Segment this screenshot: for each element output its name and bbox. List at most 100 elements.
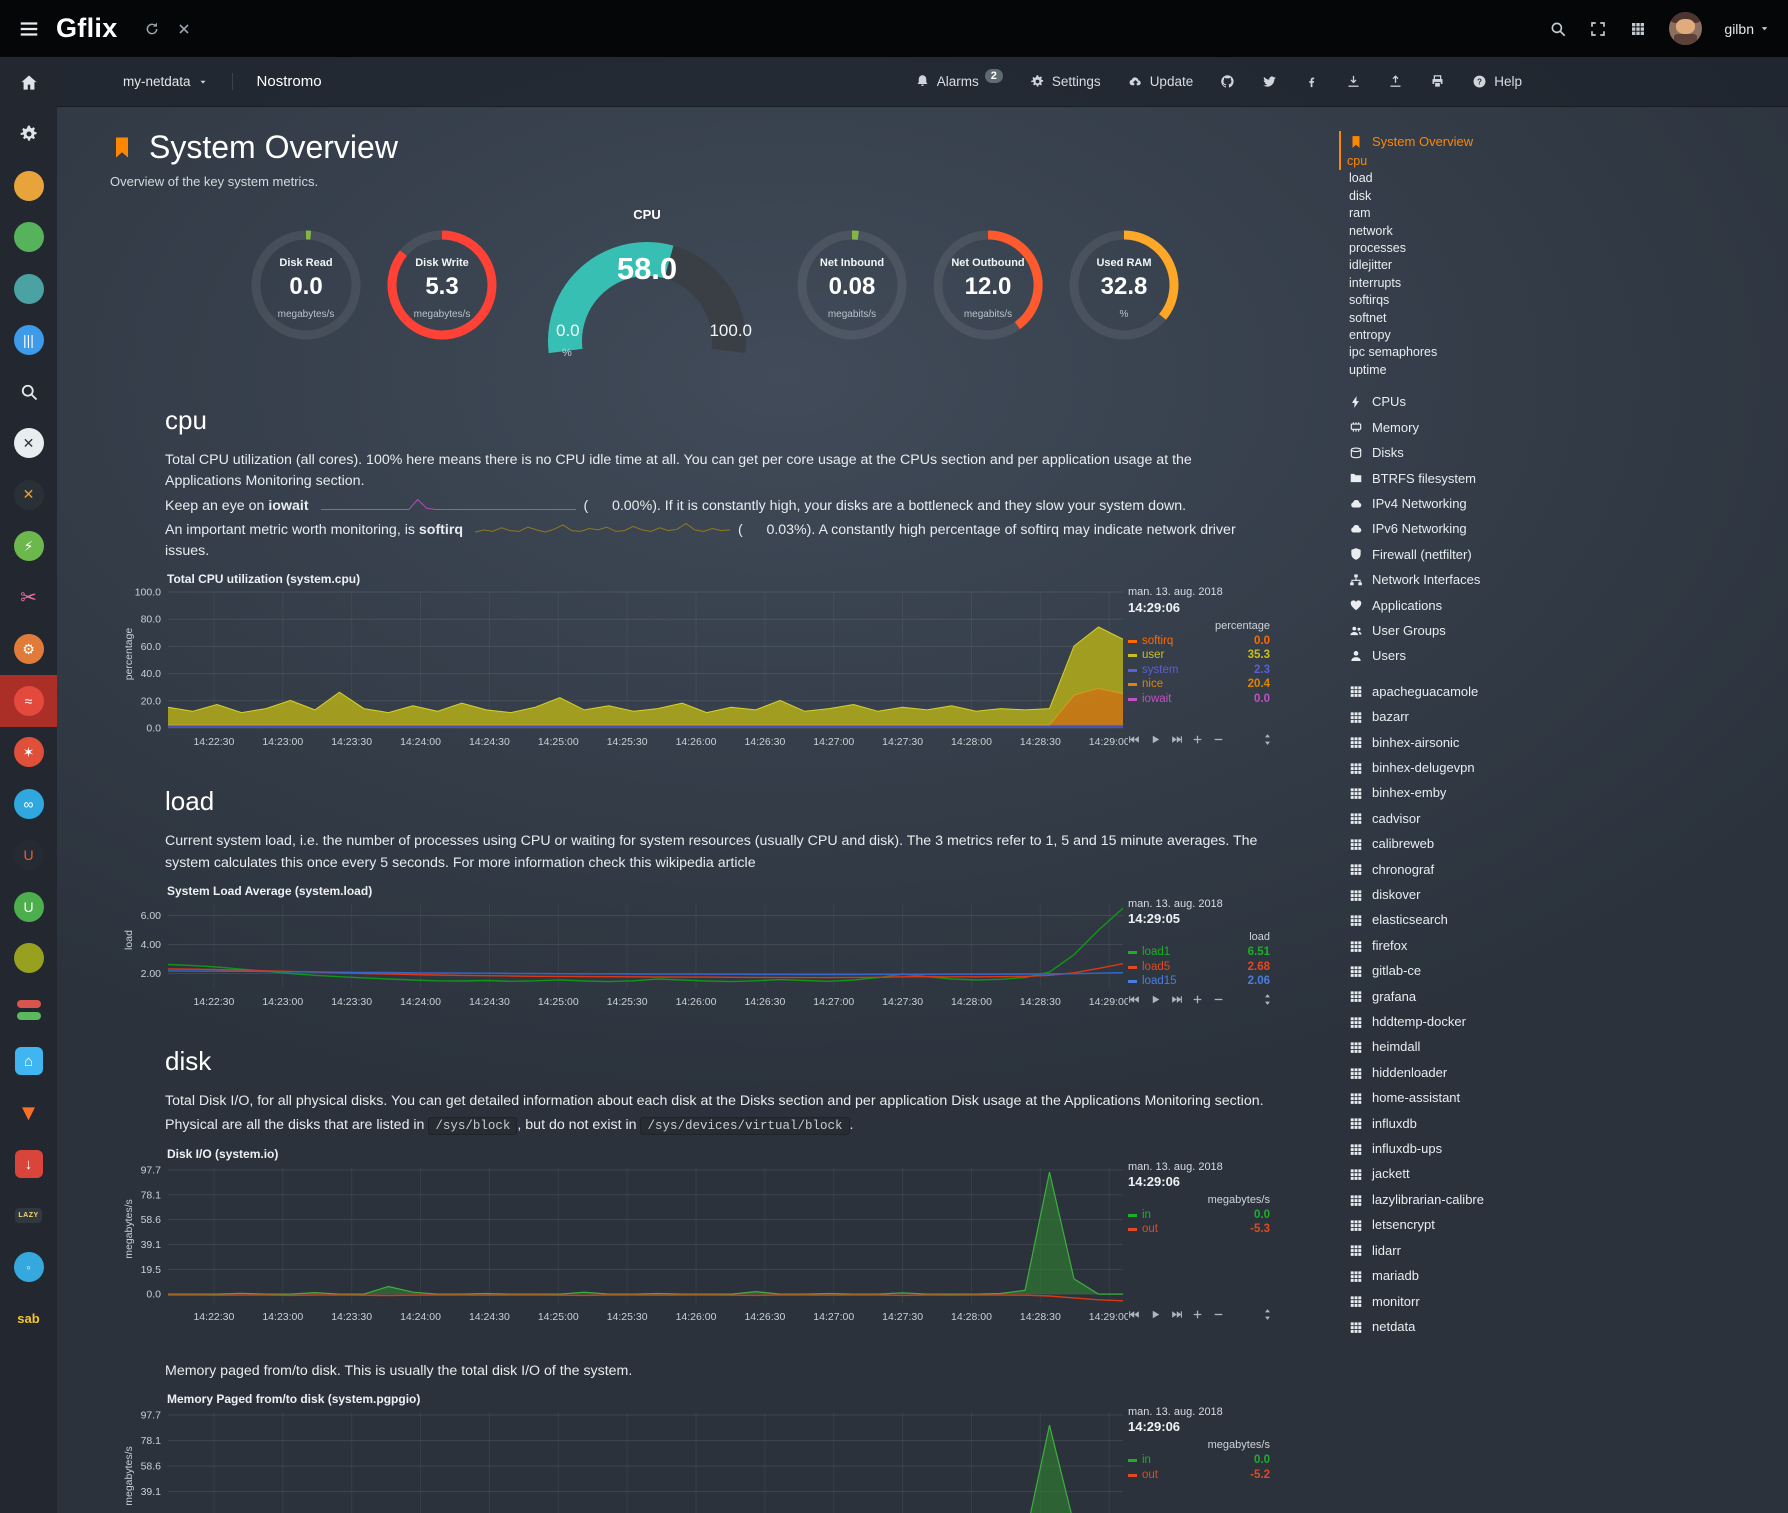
toc-section-users[interactable]: Users (1339, 643, 1788, 668)
sidebar-app-app-orange-gear[interactable]: ⚙ (0, 624, 57, 676)
toc-app-heimdall[interactable]: heimdall (1339, 1034, 1788, 1059)
toc-sub-uptime[interactable]: uptime (1349, 362, 1387, 377)
toc-app-elasticsearch[interactable]: elasticsearch (1339, 907, 1788, 932)
toc-app-influxdb-ups[interactable]: influxdb-ups (1339, 1136, 1788, 1161)
help-button[interactable]: ? Help (1472, 74, 1522, 89)
sidebar-app-app-teal-jar[interactable] (0, 263, 57, 315)
chart-zoom-in-button[interactable] (1191, 733, 1204, 746)
toc-sub-softirqs[interactable]: softirqs (1349, 293, 1390, 308)
chart-zoom-out-button[interactable] (1212, 993, 1225, 1006)
toc-section-btrfs-filesystem[interactable]: BTRFS filesystem (1339, 466, 1788, 491)
fullscreen-icon[interactable] (1589, 20, 1607, 38)
toc-app-gitlab-ce[interactable]: gitlab-ce (1339, 958, 1788, 983)
toc-app-hiddenloader[interactable]: hiddenloader (1339, 1060, 1788, 1085)
sidebar-app-app-lazylibrarian[interactable]: LAZY (0, 1190, 57, 1242)
print-button[interactable] (1430, 74, 1445, 89)
toc-sub-load[interactable]: load (1349, 171, 1373, 186)
sidebar-app-app-pills[interactable] (0, 984, 57, 1036)
memory-paged-chart[interactable]: Memory Paged from/to disk (system.pgpgio… (123, 1392, 1315, 1513)
toc-app-bazarr[interactable]: bazarr (1339, 704, 1788, 729)
toc-app-binhex-delugevpn[interactable]: binhex-delugevpn (1339, 755, 1788, 780)
toc-app-grafana[interactable]: grafana (1339, 984, 1788, 1009)
toc-sub-ipc-semaphores[interactable]: ipc semaphores (1349, 345, 1438, 360)
toc-section-firewall-netfilter-[interactable]: Firewall (netfilter) (1339, 542, 1788, 567)
chart-resize-handle[interactable] (1261, 1308, 1274, 1321)
user-menu[interactable]: gilbn (1724, 21, 1770, 37)
load-chart[interactable]: System Load Average (system.load) load 2.0… (123, 884, 1315, 1016)
sidebar-app-app-blue-drop[interactable]: ◦ (0, 1242, 57, 1294)
toc-app-diskover[interactable]: diskover (1339, 882, 1788, 907)
sidebar-app-app-green-bolt[interactable]: ⚡ (0, 521, 57, 573)
chart-resize-handle[interactable] (1261, 733, 1274, 746)
chart-zoom-out-button[interactable] (1212, 1308, 1225, 1321)
sidebar-app-app-orange[interactable] (0, 160, 57, 212)
toc-app-lazylibrarian-calibre[interactable]: lazylibrarian-calibre (1339, 1187, 1788, 1212)
legend-row-out[interactable]: out -5.2 (1128, 1468, 1270, 1483)
export-button[interactable] (1388, 74, 1403, 89)
import-button[interactable] (1346, 74, 1361, 89)
chart-play-button[interactable] (1149, 733, 1162, 746)
chart-plot[interactable]: 2.00 4.00 6.00 14:22:30 14:23:00 14:23:30 14:2… (108, 900, 1128, 1010)
sidebar-app-app-unraid[interactable]: U (0, 830, 57, 882)
search-icon[interactable] (1549, 20, 1567, 38)
update-button[interactable]: Update (1128, 74, 1193, 89)
github-link[interactable] (1220, 74, 1235, 89)
chart-pan-forward-button[interactable] (1170, 1308, 1183, 1321)
toc-app-hddtemp-docker[interactable]: hddtemp-docker (1339, 1009, 1788, 1034)
toc-section-memory[interactable]: Memory (1339, 415, 1788, 440)
chart-play-button[interactable] (1149, 993, 1162, 1006)
close-icon[interactable] (176, 21, 192, 37)
sidebar-app-app-blue-sync[interactable]: ∞ (0, 778, 57, 830)
toc-app-calibreweb[interactable]: calibreweb (1339, 831, 1788, 856)
sidebar-app-app-scissors[interactable]: ✂ (0, 572, 57, 624)
toc-section-ipv6-networking[interactable]: IPv6 Networking (1339, 516, 1788, 541)
sidebar-app-settings[interactable] (0, 109, 57, 161)
chart-pan-forward-button[interactable] (1170, 733, 1183, 746)
sidebar-app-app-red-arrow[interactable]: ↓ (0, 1139, 57, 1191)
sidebar-app-app-blue-audio[interactable]: ||| (0, 315, 57, 367)
toc-section-ipv4-networking[interactable]: IPv4 Networking (1339, 491, 1788, 516)
toc-app-chronograf[interactable]: chronograf (1339, 857, 1788, 882)
sidebar-app-app-gitlab[interactable]: ▼ (0, 1087, 57, 1139)
chart-plot[interactable]: 0.0 20.0 40.0 60.0 80.0 100.0 14:22:30 14:23:00… (108, 588, 1128, 750)
sidebar-app-app-home-assistant[interactable]: ⌂ (0, 1036, 57, 1088)
legend-row-load5[interactable]: load5 2.68 (1128, 960, 1270, 975)
toc-sub-softnet[interactable]: softnet (1349, 310, 1387, 325)
legend-row-system[interactable]: system 2.3 (1128, 663, 1270, 678)
disk-io-chart[interactable]: Disk I/O (system.io) megabytes/s 0.0 19.5 39… (123, 1147, 1315, 1331)
chart-play-button[interactable] (1149, 1308, 1162, 1321)
legend-row-user[interactable]: user 35.3 (1128, 648, 1270, 663)
chart-zoom-in-button[interactable] (1191, 993, 1204, 1006)
cpu-chart[interactable]: Total CPU utilization (system.cpu) percen… (123, 572, 1315, 756)
toc-app-influxdb[interactable]: influxdb (1339, 1111, 1788, 1136)
toc-app-cadvisor[interactable]: cadvisor (1339, 806, 1788, 831)
toc-app-jackett[interactable]: jackett (1339, 1161, 1788, 1186)
avatar[interactable] (1669, 12, 1703, 45)
chart-zoom-in-button[interactable] (1191, 1308, 1204, 1321)
sidebar-app-app-sabnzbd[interactable]: sab (0, 1293, 57, 1345)
toc-app-monitorr[interactable]: monitorr (1339, 1289, 1788, 1314)
legend-row-nice[interactable]: nice 20.4 (1128, 677, 1270, 692)
refresh-icon[interactable] (144, 21, 160, 37)
legend-row-softirq[interactable]: softirq 0.0 (1128, 634, 1270, 649)
server-dropdown[interactable]: my-netdata (123, 74, 208, 89)
toc-section-disks[interactable]: Disks (1339, 440, 1788, 465)
toc-sub-processes[interactable]: processes (1349, 241, 1406, 256)
apps-grid-icon[interactable] (1629, 20, 1647, 38)
chart-plot[interactable]: 0.019.539.158.678.197.714:22:3014:23:001… (108, 1408, 1128, 1513)
toc-sub-network[interactable]: network (1349, 223, 1393, 238)
sidebar-app-app-green-diamond[interactable] (0, 212, 57, 264)
sidebar-app-app-netdata[interactable]: ≈ (0, 675, 57, 727)
toc-app-home-assistant[interactable]: home-assistant (1339, 1085, 1788, 1110)
toc-sub-idlejitter[interactable]: idlejitter (1349, 258, 1393, 273)
toc-section-applications[interactable]: Applications (1339, 593, 1788, 618)
toc-app-binhex-airsonic[interactable]: binhex-airsonic (1339, 730, 1788, 755)
sidebar-app-home[interactable] (0, 57, 57, 109)
toc-app-apacheguacamole[interactable]: apacheguacamole (1339, 679, 1788, 704)
sidebar-app-app-green-u[interactable]: U (0, 881, 57, 933)
sidebar-app-app-dark-x[interactable]: ✕ (0, 469, 57, 521)
hamburger-menu-icon[interactable] (18, 18, 40, 40)
toc-app-firefox[interactable]: firefox (1339, 933, 1788, 958)
legend-row-in[interactable]: in 0.0 (1128, 1453, 1270, 1468)
legend-row-load15[interactable]: load15 2.06 (1128, 974, 1270, 989)
